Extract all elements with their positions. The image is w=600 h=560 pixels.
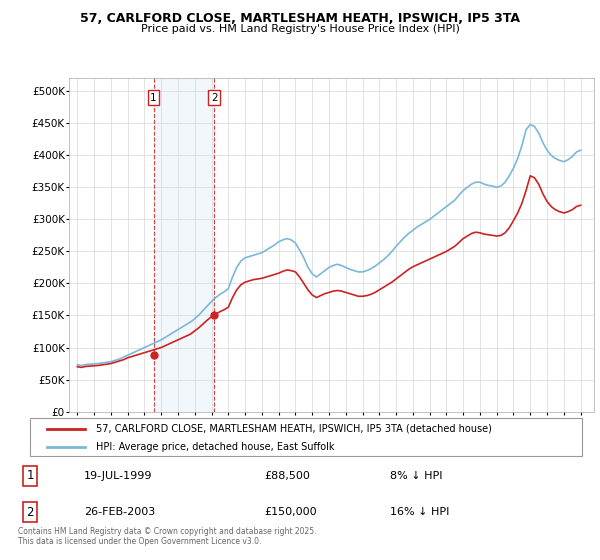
Text: 8% ↓ HPI: 8% ↓ HPI <box>390 471 443 481</box>
Text: 16% ↓ HPI: 16% ↓ HPI <box>390 507 449 517</box>
Text: 26-FEB-2003: 26-FEB-2003 <box>84 507 155 517</box>
Text: 57, CARLFORD CLOSE, MARTLESHAM HEATH, IPSWICH, IP5 3TA: 57, CARLFORD CLOSE, MARTLESHAM HEATH, IP… <box>80 12 520 25</box>
Text: 57, CARLFORD CLOSE, MARTLESHAM HEATH, IPSWICH, IP5 3TA (detached house): 57, CARLFORD CLOSE, MARTLESHAM HEATH, IP… <box>96 424 492 434</box>
Text: £150,000: £150,000 <box>264 507 317 517</box>
Text: HPI: Average price, detached house, East Suffolk: HPI: Average price, detached house, East… <box>96 442 335 452</box>
Text: £88,500: £88,500 <box>264 471 310 481</box>
Text: 2: 2 <box>26 506 34 519</box>
Text: 1: 1 <box>26 469 34 482</box>
Text: 19-JUL-1999: 19-JUL-1999 <box>84 471 152 481</box>
Text: 2: 2 <box>211 92 217 102</box>
Text: 1: 1 <box>150 92 157 102</box>
Bar <box>154 78 214 412</box>
Text: Price paid vs. HM Land Registry's House Price Index (HPI): Price paid vs. HM Land Registry's House … <box>140 24 460 34</box>
FancyBboxPatch shape <box>30 418 582 456</box>
Text: Contains HM Land Registry data © Crown copyright and database right 2025.
This d: Contains HM Land Registry data © Crown c… <box>18 527 317 547</box>
